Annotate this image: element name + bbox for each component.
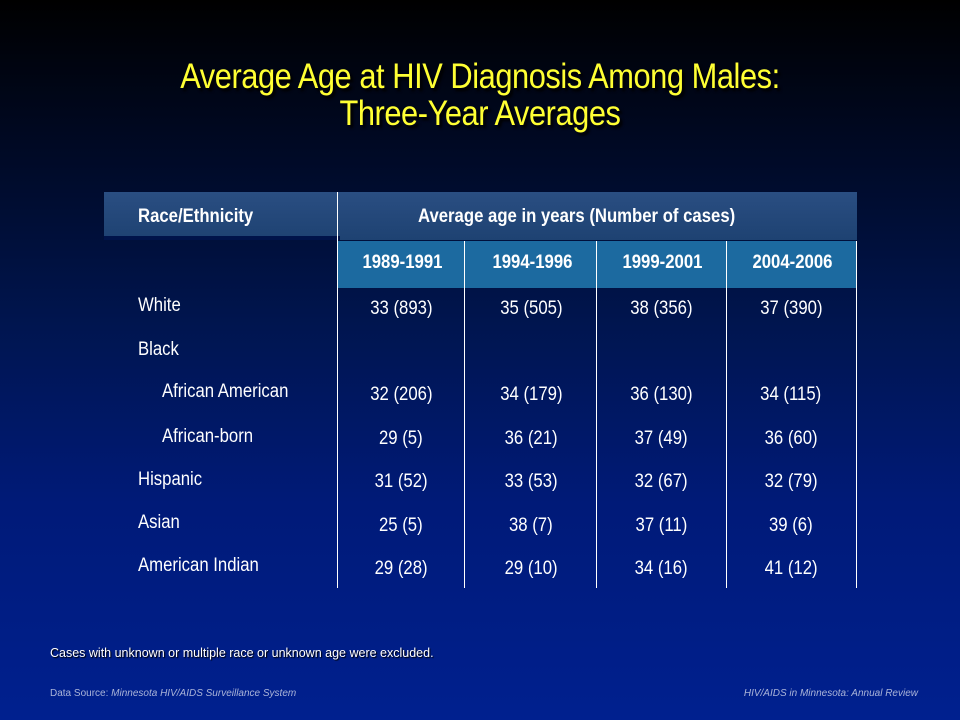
- column-divider: [726, 241, 727, 588]
- report-title-footer: HIV/AIDS in Minnesota: Annual Review: [743, 688, 918, 699]
- table-cell: 35 (505): [499, 298, 563, 319]
- year-header-1999-2001: 1999-2001: [622, 252, 702, 273]
- table-cell: [336, 341, 466, 363]
- table-cell: 39 (6): [769, 515, 813, 536]
- years-header-bar: [338, 241, 857, 288]
- table-cell: 29 (5): [379, 428, 423, 449]
- exclusion-note: Cases with unknown or multiple race or u…: [50, 646, 434, 660]
- table-cell: [726, 341, 856, 363]
- table-cell: 32 (67): [634, 471, 688, 492]
- table-cell: 32 (79): [764, 471, 818, 492]
- table-cell: [466, 341, 596, 363]
- year-header-1994-1996: 1994-1996: [492, 252, 572, 273]
- year-header-2004-2006: 2004-2006: [752, 252, 832, 273]
- year-header-1989-1991: 1989-1991: [362, 252, 442, 273]
- row-label-asian: Asian: [138, 512, 180, 533]
- table-cell: 37 (49): [634, 428, 688, 449]
- table-cell: 34 (115): [760, 384, 822, 405]
- table-cell: 38 (7): [509, 515, 553, 536]
- row-label-african-american: African American: [162, 381, 289, 402]
- table-cell: 41 (12): [764, 558, 818, 579]
- table-cell: 33 (53): [504, 471, 558, 492]
- table-cell: 25 (5): [379, 515, 423, 536]
- column-divider: [856, 241, 857, 588]
- data-source-footer: Data Source: Minnesota HIV/AIDS Surveill…: [50, 688, 297, 699]
- column-divider: [464, 241, 465, 588]
- table-cell: 38 (356): [629, 298, 693, 319]
- slide-title-line-1: Average Age at HIV Diagnosis Among Males…: [180, 57, 780, 96]
- table-cell: 29 (10): [504, 558, 558, 579]
- table-header-bar: [104, 192, 857, 240]
- row-label-hispanic: Hispanic: [138, 469, 203, 490]
- row-label-african-born: African-born: [162, 426, 254, 447]
- table-cell: 31 (52): [374, 471, 428, 492]
- table-cell: 34 (16): [634, 558, 688, 579]
- table-cell: 34 (179): [499, 384, 563, 405]
- row-label-white: White: [138, 295, 181, 316]
- table-header-divider: [104, 236, 340, 240]
- slide-title-line-2: Three-Year Averages: [339, 94, 621, 133]
- table-cell: 37 (390): [759, 298, 823, 319]
- header-race-ethnicity: Race/Ethnicity: [138, 206, 254, 227]
- table-cell: 36 (60): [764, 428, 818, 449]
- header-average-age: Average age in years (Number of cases): [418, 206, 736, 227]
- column-divider: [337, 192, 338, 588]
- table-cell: [596, 341, 726, 363]
- table-cell: 29 (28): [374, 558, 428, 579]
- table-cell: 36 (21): [504, 428, 558, 449]
- table-cell: 36 (130): [629, 384, 693, 405]
- row-label-black: Black: [138, 339, 179, 360]
- table-cell: 33 (893): [369, 298, 433, 319]
- column-divider: [596, 241, 597, 588]
- row-label-american-indian: American Indian: [138, 555, 259, 576]
- table-cell: 37 (11): [635, 515, 687, 536]
- table-cell: 32 (206): [369, 384, 433, 405]
- data-source-name: Minnesota HIV/AIDS Surveillance System: [111, 688, 297, 699]
